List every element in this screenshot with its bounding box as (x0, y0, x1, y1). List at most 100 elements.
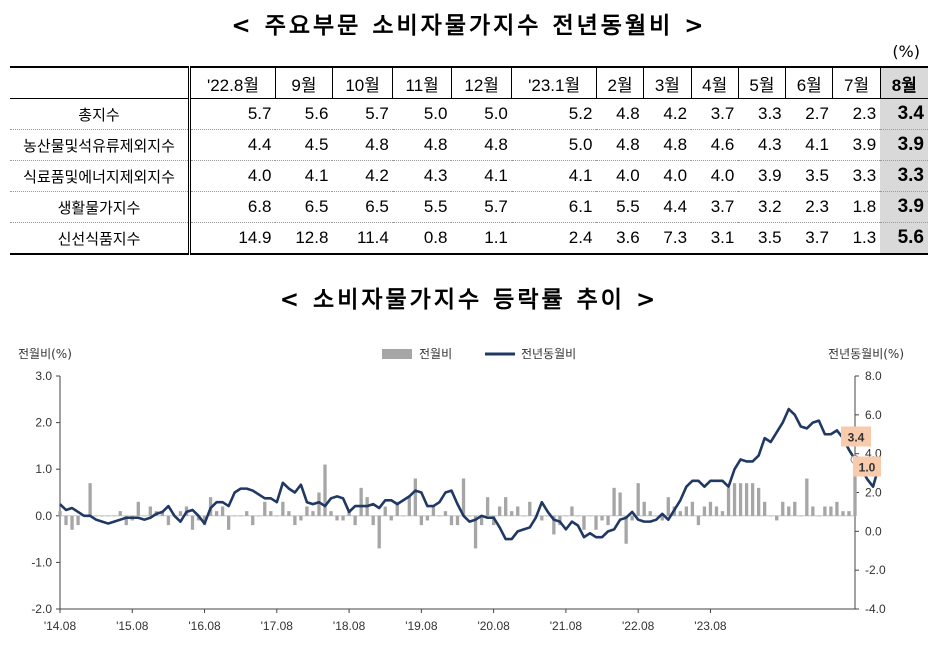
bar-monthly-change (726, 487, 731, 516)
column-header: 11월 (392, 66, 452, 99)
chart-title: < 소비자물가지수 등락률 추이 > (279, 287, 659, 313)
table-cell: 5.5 (392, 191, 452, 223)
table-cell: 4.8 (392, 129, 452, 161)
table-header-row: '22.8월 9월 10월 11월 12월 '23.1월 2월 3월 4월 5월 6월 7월 8월 (10, 66, 928, 99)
column-header: 3월 (643, 66, 692, 99)
table-cell: 4.8 (332, 129, 393, 161)
table-cell: 7.3 (643, 222, 692, 255)
table-cell: 3.5 (738, 222, 786, 255)
table-cell: 4.3 (738, 129, 786, 161)
table-cell: 3.3 (738, 98, 786, 130)
table-cell: 2.7 (785, 98, 833, 130)
last-line-value-label: 3.4 (848, 430, 865, 444)
bar-monthly-change (226, 515, 231, 530)
bar-monthly-change (769, 515, 773, 517)
bar-monthly-change (775, 515, 779, 521)
bar-monthly-change (714, 506, 719, 516)
bar-monthly-change (293, 515, 297, 526)
table-cell: 4.1 (275, 160, 333, 192)
table-cell: 3.4 (880, 98, 928, 130)
table-cell: 5.5 (596, 191, 644, 223)
table-cell: 5.0 (511, 129, 597, 161)
bar-monthly-change (70, 515, 74, 530)
table-unit: (%) (892, 42, 920, 61)
table-row: 신선식품지수 14.9 12.8 11.4 0.8 1.1 2.4 3.6 7.3 3.1 3.5 3… (10, 222, 928, 255)
table-cell: 1.1 (451, 222, 512, 255)
bar-monthly-change (233, 515, 237, 517)
right-tick-label: 6.0 (865, 408, 882, 422)
table-cell: 5.6 (880, 222, 928, 255)
bar-monthly-change (829, 506, 833, 516)
bar-monthly-change (702, 506, 707, 516)
table-cell: 3.1 (691, 222, 739, 255)
bar-monthly-change (106, 515, 110, 517)
bar-monthly-change (546, 515, 550, 517)
bar-monthly-change (461, 478, 466, 516)
bar-monthly-change (738, 483, 743, 516)
legend-line-label: 전년동월비 (521, 347, 576, 361)
bar-monthly-change (317, 492, 321, 516)
table-cell: 2.4 (511, 222, 597, 255)
table-cell: 4.2 (643, 98, 692, 130)
bar-monthly-change (847, 511, 851, 516)
bar-monthly-change (624, 515, 628, 544)
table-cell: 3.9 (880, 191, 928, 223)
bar-monthly-change (570, 506, 574, 516)
table-cell: 5.0 (392, 98, 452, 130)
bar-monthly-change (263, 501, 267, 516)
bar-monthly-change (437, 515, 442, 517)
table-cell: 4.5 (275, 129, 333, 161)
column-header: 8월 (879, 66, 928, 99)
table-cell: 1.3 (832, 222, 881, 255)
bar-monthly-change (166, 515, 171, 526)
bar-monthly-change (347, 511, 351, 516)
column-header: 10월 (331, 66, 393, 99)
table-cell: 3.7 (785, 222, 833, 255)
table-cell: 14.9 (188, 222, 276, 255)
x-tick-label: '15.08 (116, 619, 149, 633)
line-yoy-series (59, 407, 881, 541)
bar-monthly-change (311, 511, 315, 516)
left-tick-label: 2.0 (35, 416, 52, 430)
bar-monthly-change (371, 515, 375, 526)
row-label: 식료품및에너지제외지수 (10, 160, 190, 192)
bar-monthly-change (708, 501, 713, 516)
bar-monthly-change (528, 501, 532, 516)
bar-monthly-change (455, 515, 460, 526)
table-cell: 3.2 (738, 191, 786, 223)
table-cell: 5.6 (275, 98, 333, 130)
bar-monthly-change (431, 506, 436, 516)
table-cell: 0.8 (392, 222, 452, 255)
table-cell: 4.0 (188, 160, 276, 192)
bar-monthly-change (823, 506, 827, 516)
table-row: 생활물가지수 6.8 6.5 6.5 5.5 5.7 6.1 5.5 4.4 3.7 3.2 2.3 1… (10, 191, 928, 223)
bar-monthly-change (94, 515, 98, 517)
bar-monthly-change (678, 511, 682, 516)
table-cell: 4.4 (188, 129, 276, 161)
left-axis-label: 전월비(%) (18, 347, 72, 361)
bar-monthly-change (443, 511, 448, 516)
table-title: < 주요부문 소비자물가지수 전년동월비 > (231, 13, 707, 39)
table-cell: 6.1 (511, 191, 597, 223)
bar-monthly-change (118, 511, 122, 516)
table-cell: 3.7 (691, 191, 739, 223)
bar-monthly-change (281, 501, 285, 516)
bar-monthly-change (395, 501, 399, 516)
x-tick-label: '18.08 (333, 619, 366, 633)
bar-monthly-change (666, 497, 670, 516)
bar-monthly-change (58, 511, 62, 516)
table-cell: 6.5 (332, 191, 393, 223)
table-cell: 4.8 (451, 129, 512, 161)
bar-monthly-change (178, 511, 183, 516)
bar-monthly-change (540, 515, 544, 521)
bar-monthly-change (359, 487, 363, 516)
bar-monthly-change (516, 506, 520, 516)
x-tick-label: '21.08 (550, 619, 583, 633)
bar-monthly-change (600, 515, 604, 521)
bar-monthly-change (220, 506, 225, 516)
bar-monthly-change (690, 501, 695, 516)
bar-monthly-change (744, 483, 749, 516)
x-tick-label: '14.08 (44, 619, 77, 633)
bar-monthly-change (419, 515, 424, 526)
bar-monthly-change (214, 511, 219, 516)
